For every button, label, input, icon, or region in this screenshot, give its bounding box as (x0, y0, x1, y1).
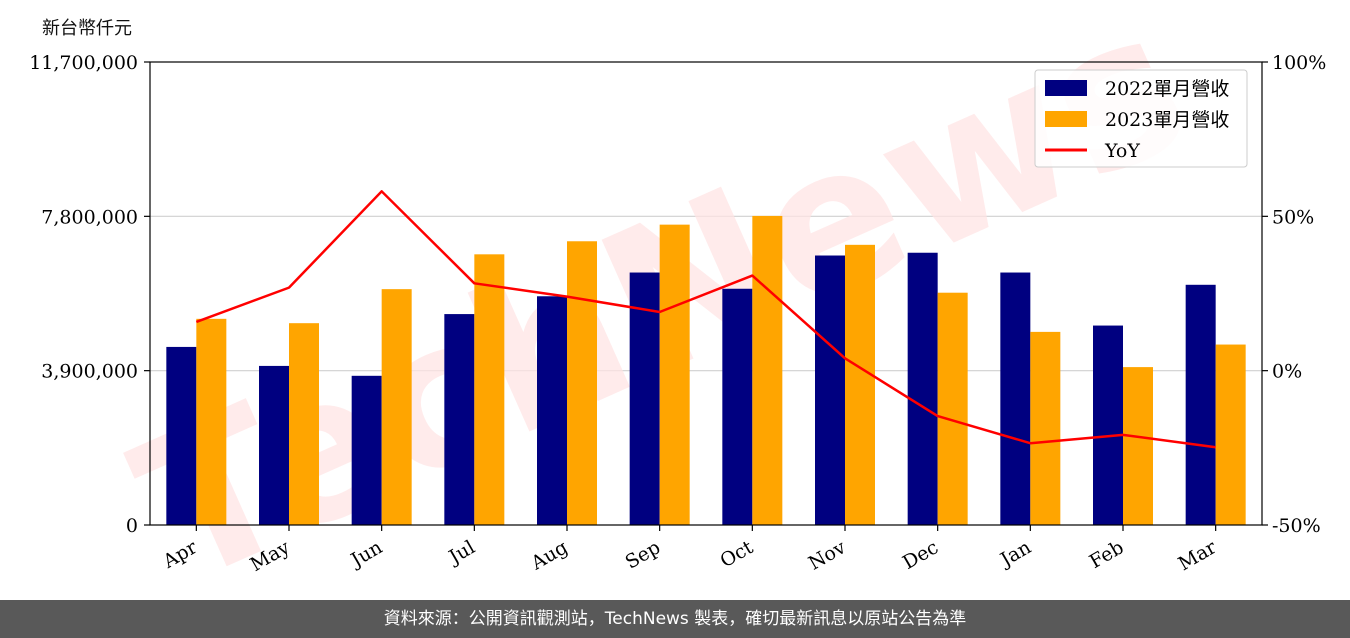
legend-swatch-0 (1045, 80, 1087, 96)
revenue-chart: TechNews 03,900,0007,800,00011,700,000-5… (29, 0, 1326, 600)
x-tick-label-mar: Mar (1175, 536, 1221, 575)
y-left-tick-label: 7,800,000 (41, 206, 138, 228)
bar-2023-sep (659, 224, 690, 525)
x-tick-label-nov: Nov (805, 536, 850, 575)
legend: 2022單月營收 2023單月營收 YoY (1034, 69, 1248, 168)
x-tick-label-jul: Jul (444, 536, 479, 569)
bar-2022-mar (1185, 284, 1216, 525)
y-right-tick-label: 100% (1272, 52, 1326, 74)
x-tick-label-dec: Dec (899, 536, 942, 574)
plot-frame (149, 61, 1263, 526)
y-axis-unit-label: 新台幣仟元 (42, 18, 132, 39)
bar-2023-mar (1215, 344, 1246, 525)
bar-2022-nov (815, 255, 845, 525)
bar-2023-apr (196, 318, 227, 525)
x-tick-label-jan: Jan (995, 536, 1035, 572)
bar-2023-nov (845, 244, 875, 526)
bar-2023-aug (567, 241, 597, 525)
bar-2022-oct (722, 288, 753, 525)
bar-2023-feb (1123, 367, 1153, 525)
legend-swatch-1 (1045, 111, 1087, 127)
bar-2023-jun (381, 289, 412, 525)
y-left-tick-label: 11,700,000 (29, 52, 138, 74)
legend-box (1034, 69, 1248, 168)
x-tick-label-aug: Aug (527, 536, 572, 575)
bar-2022-jun (351, 375, 382, 525)
legend-label-1: 2023單月營收 (1105, 109, 1229, 131)
bar-2023-may (289, 323, 319, 525)
bar-2023-jan (1030, 331, 1061, 525)
yoy-line-layer (195, 190, 1216, 449)
y-right-tick-label: 0% (1272, 361, 1302, 383)
bar-2022-aug (537, 296, 567, 525)
bar-2023-oct (752, 215, 783, 525)
bar-2023-dec (937, 292, 968, 525)
bar-2022-apr (166, 346, 197, 525)
bar-2022-feb (1093, 325, 1123, 525)
legend-label-0: 2022單月營收 (1105, 78, 1229, 100)
bar-2022-jul (444, 314, 475, 525)
y-left-tick-label: 0 (126, 515, 138, 537)
bar-2022-jan (1000, 272, 1031, 525)
bar-2022-may (259, 365, 289, 525)
bar-2023-jul (474, 254, 505, 526)
y-left-tick-label: 3,900,000 (41, 361, 138, 383)
legend-label-2: YoY (1104, 140, 1140, 162)
bar-2022-dec (907, 252, 938, 525)
y-right-tick-label: 50% (1272, 206, 1314, 228)
y-right-tick-label: -50% (1272, 515, 1321, 537)
yoy-line (195, 190, 1216, 449)
bars (166, 215, 1246, 526)
x-tick-label-oct: Oct (717, 536, 758, 572)
x-tick-label-feb: Feb (1086, 536, 1128, 573)
bar-2022-sep (629, 272, 660, 525)
x-tick-label-sep: Sep (622, 536, 665, 573)
grid-lines (150, 215, 1262, 372)
source-footer: 資料來源：公開資訊觀測站，TechNews 製表，確切最新訊息以原站公告為準 (0, 600, 1350, 638)
